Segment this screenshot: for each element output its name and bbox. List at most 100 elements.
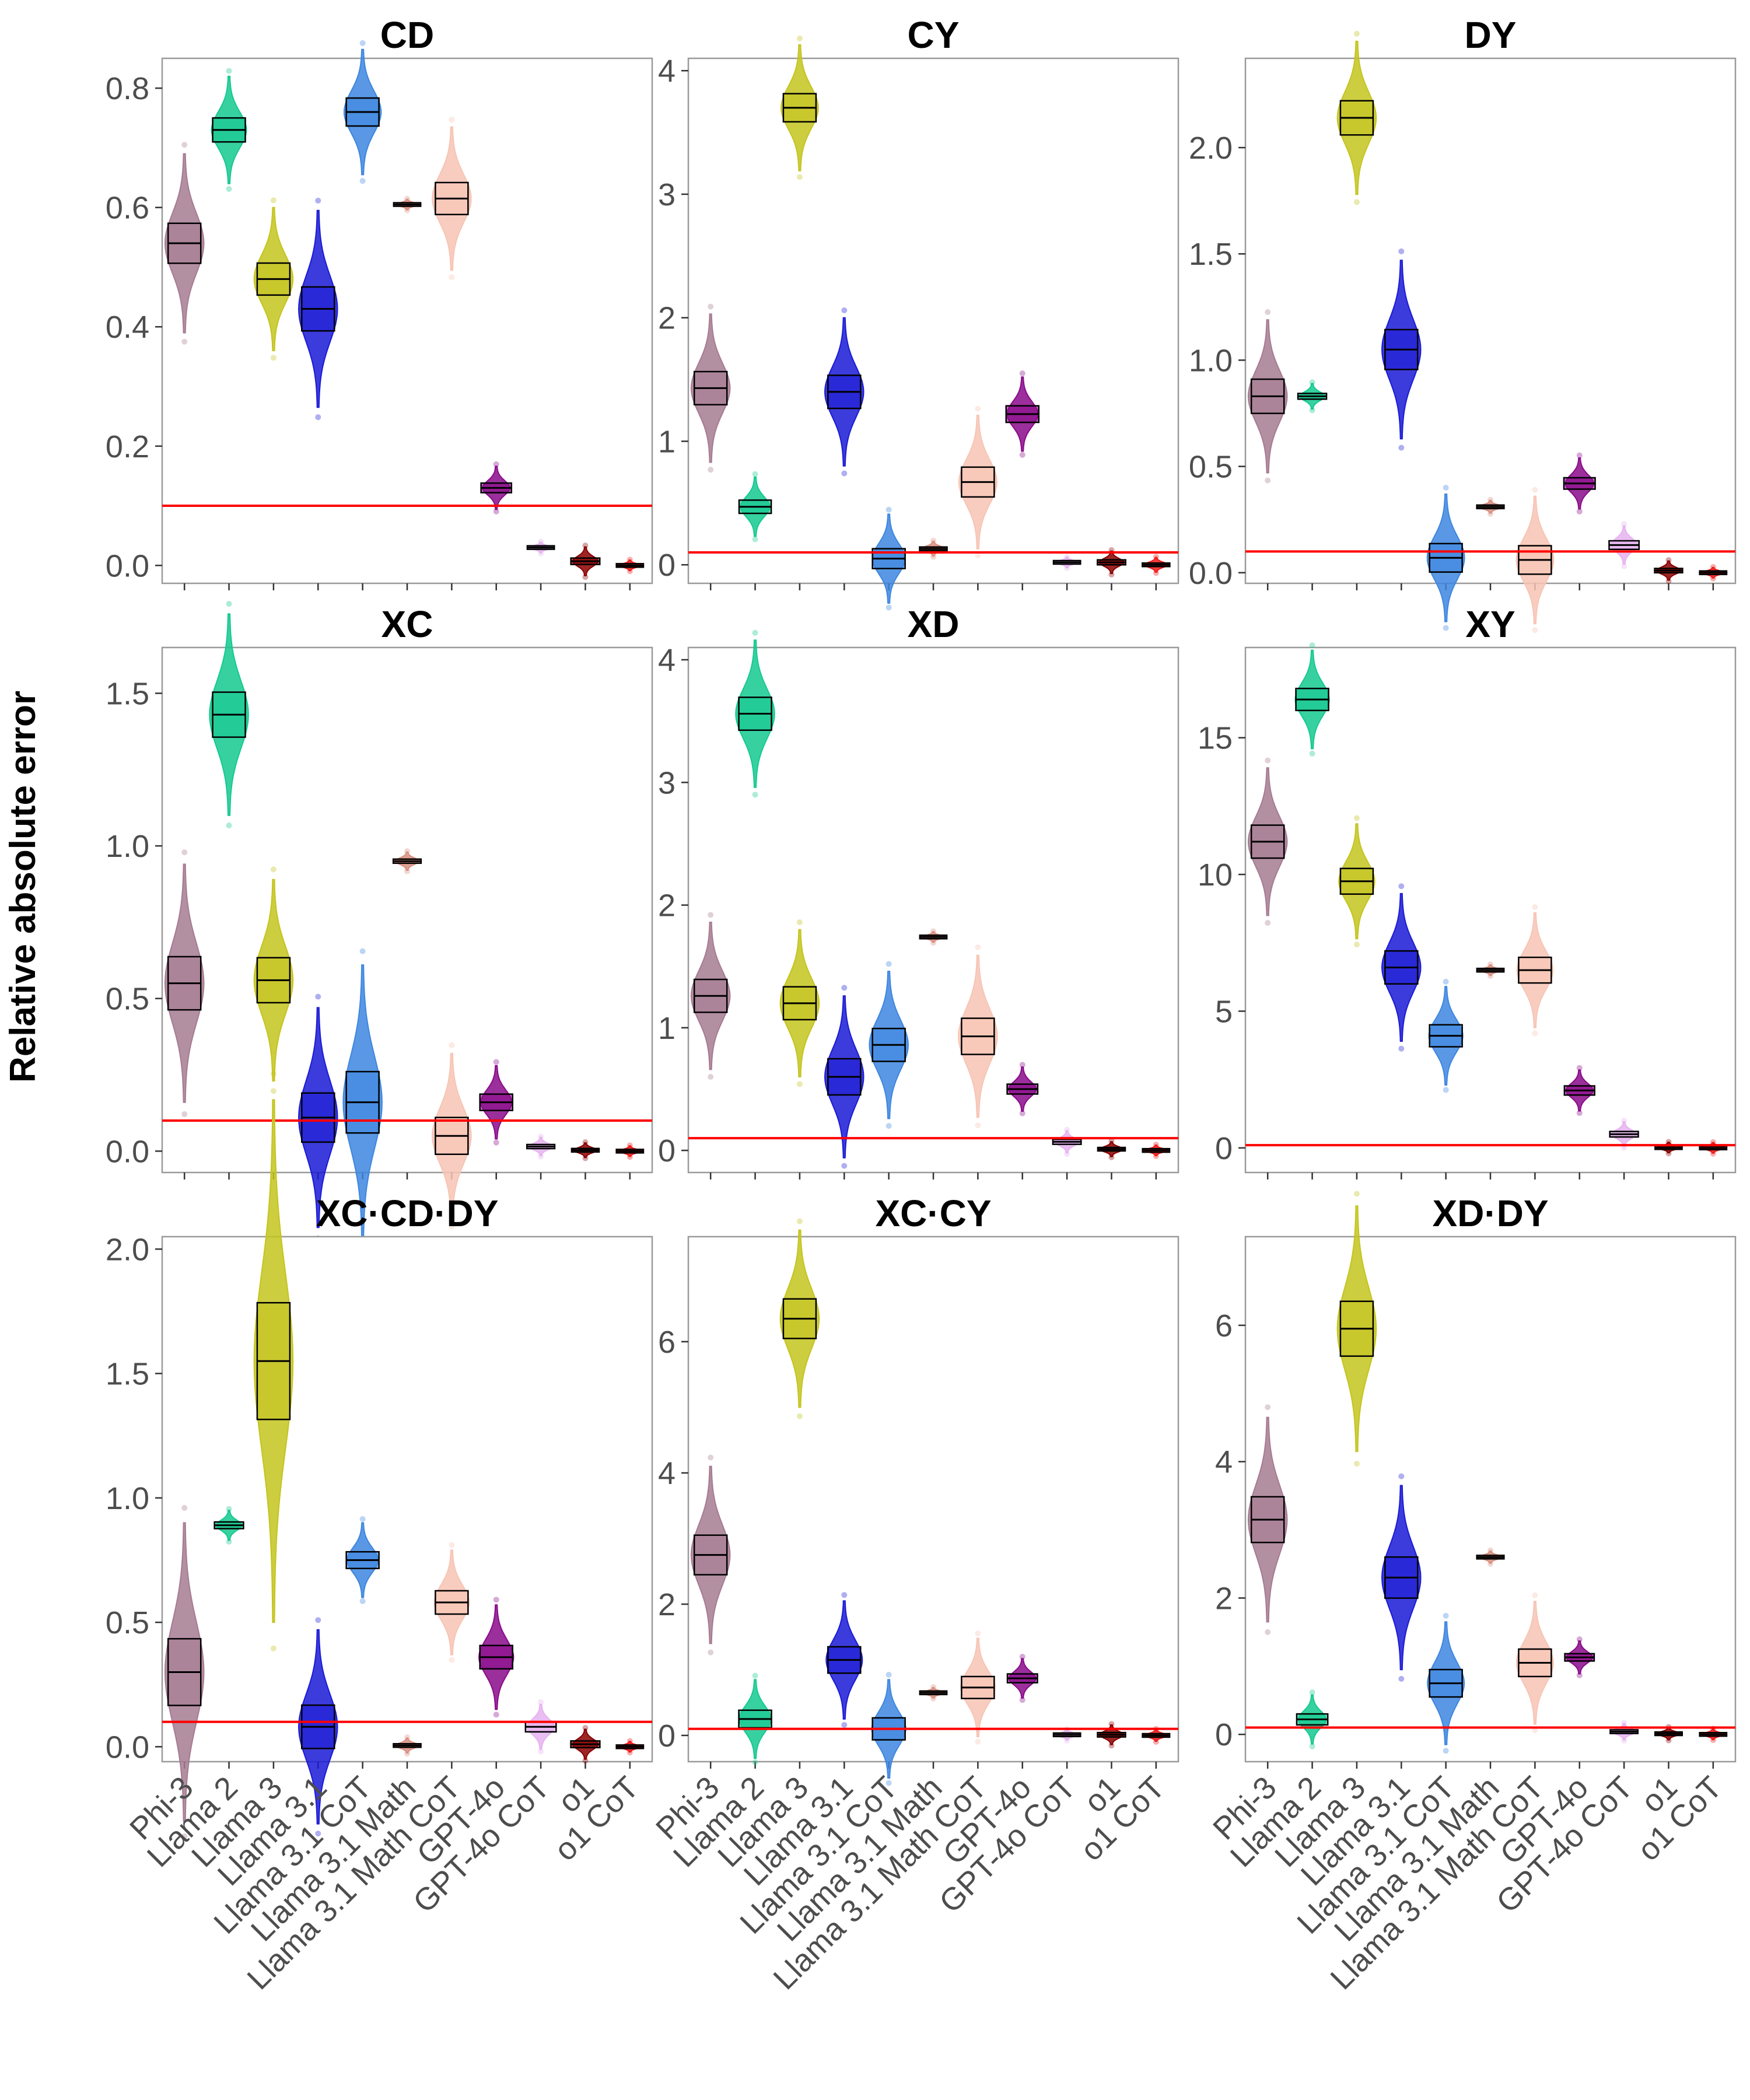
outlier-point	[181, 1504, 188, 1511]
outlier-point	[975, 1738, 981, 1745]
outlier-point	[1353, 1191, 1360, 1197]
y-tick-label: 4	[1215, 1445, 1233, 1480]
outlier-point	[1019, 370, 1026, 376]
outlier-point	[315, 197, 321, 204]
outlier-point	[1532, 487, 1538, 493]
violin-gpt-4o-cot	[1609, 1720, 1639, 1744]
outlier-point	[975, 1122, 981, 1129]
outlier-point	[930, 928, 936, 935]
violin-llama-3-1	[1381, 1473, 1422, 1682]
outlier-point	[1576, 1636, 1583, 1643]
outlier-point	[538, 1699, 544, 1706]
outlier-point	[1309, 407, 1315, 414]
outlier-point	[226, 186, 232, 192]
outlier-point	[1488, 973, 1493, 979]
outlier-point	[270, 197, 276, 204]
outlier-point	[1398, 248, 1405, 254]
violin-o1	[1097, 1138, 1126, 1160]
outlier-point	[1353, 1461, 1360, 1467]
y-tick-label: 1.0	[106, 829, 149, 864]
outlier-point	[841, 1592, 848, 1598]
panel-title: XY	[1465, 603, 1515, 645]
outlier-point	[1019, 1697, 1026, 1703]
outlier-point	[1265, 1629, 1271, 1635]
y-tick-label: 3	[658, 177, 676, 212]
violin-llama-3-1-math-cot	[433, 1542, 470, 1663]
violin-llama-3-1-cot	[1427, 1612, 1465, 1754]
y-tick-label: 4	[658, 643, 676, 678]
outlier-point	[359, 1516, 366, 1522]
outlier-point	[449, 1657, 455, 1663]
outlier-point	[752, 792, 758, 798]
violin-llama-3	[780, 35, 819, 180]
outlier-point	[1309, 642, 1315, 649]
outlier-point	[449, 1223, 455, 1230]
outlier-point	[1309, 379, 1315, 386]
violin-llama-3	[1336, 30, 1377, 205]
violin-o1-cot	[1142, 1142, 1171, 1160]
outlier-point	[1576, 1110, 1583, 1116]
outlier-point	[1621, 1720, 1628, 1726]
panel-xd: XD 0 1 2 3 4	[658, 603, 1180, 1180]
violin-o1-cot	[1699, 564, 1728, 582]
y-tick-label: 2	[658, 301, 676, 336]
outlier-point	[1153, 1153, 1159, 1160]
violin-gpt-4o-cot	[526, 538, 555, 556]
violin-llama-3-1-math	[393, 1734, 422, 1757]
violin-o1-cot	[615, 556, 645, 575]
violin-gpt-4o	[1563, 452, 1596, 514]
outlier-point	[1443, 978, 1449, 985]
violin-llama-3-1-cot	[869, 961, 909, 1129]
violin-gpt-4o-cot	[1052, 1126, 1082, 1157]
y-tick-label: 0.5	[106, 982, 149, 1017]
outlier-point	[449, 117, 455, 123]
outlier-point	[270, 866, 276, 873]
outlier-point	[1019, 1062, 1026, 1068]
outlier-point	[181, 1111, 188, 1118]
y-tick-label: 2	[1215, 1581, 1233, 1616]
outlier-point	[796, 1218, 803, 1224]
panel-title: XC·CD·DY	[316, 1192, 499, 1234]
violin-llama-2	[1297, 379, 1328, 414]
y-tick-label: 0	[658, 1133, 676, 1168]
plot-frame	[161, 1236, 653, 1763]
violin-llama-3	[779, 1218, 820, 1419]
outlier-point	[1309, 1689, 1315, 1696]
outlier-point	[1108, 1154, 1115, 1160]
outlier-point	[930, 537, 936, 544]
violin-llama-3-1-math-cot	[1516, 1592, 1554, 1734]
panel-title: DY	[1465, 14, 1517, 56]
violin-llama-3-1-math	[1476, 961, 1505, 979]
violin-llama-3-1-math	[1476, 1547, 1505, 1567]
outlier-point	[708, 467, 714, 473]
outlier-point	[1108, 1138, 1115, 1144]
y-tick-label: 1.5	[106, 676, 149, 711]
plot-frame	[687, 57, 1180, 584]
y-tick-label: 2	[658, 1587, 676, 1622]
outlier-point	[796, 174, 803, 180]
outlier-point	[796, 35, 803, 41]
panel-title: XD·DY	[1432, 1192, 1548, 1234]
outlier-point	[1488, 1560, 1493, 1567]
outlier-point	[449, 1542, 455, 1548]
violin-phi-3	[164, 849, 205, 1118]
outlier-point	[708, 1454, 714, 1461]
violin-llama-3-1-math-cot	[432, 1042, 472, 1230]
plot-frame	[161, 57, 653, 584]
violin-llama-3	[779, 919, 820, 1087]
y-tick-label: 6	[658, 1325, 676, 1360]
outlier-point	[1108, 1721, 1115, 1727]
violin-llama-3	[1338, 815, 1376, 948]
y-tick-label: 0	[1215, 1131, 1233, 1166]
violin-llama-2	[214, 1506, 244, 1545]
outlier-point	[841, 307, 848, 313]
outlier-point	[226, 68, 232, 74]
outlier-point	[315, 993, 321, 1000]
outlier-point	[1710, 564, 1716, 570]
violin-llama-2	[738, 1672, 772, 1766]
outlier-point	[1153, 570, 1159, 576]
outlier-point	[493, 461, 499, 467]
outlier-point	[582, 574, 589, 580]
outlier-point	[1153, 1739, 1159, 1745]
outlier-point	[975, 1630, 981, 1637]
